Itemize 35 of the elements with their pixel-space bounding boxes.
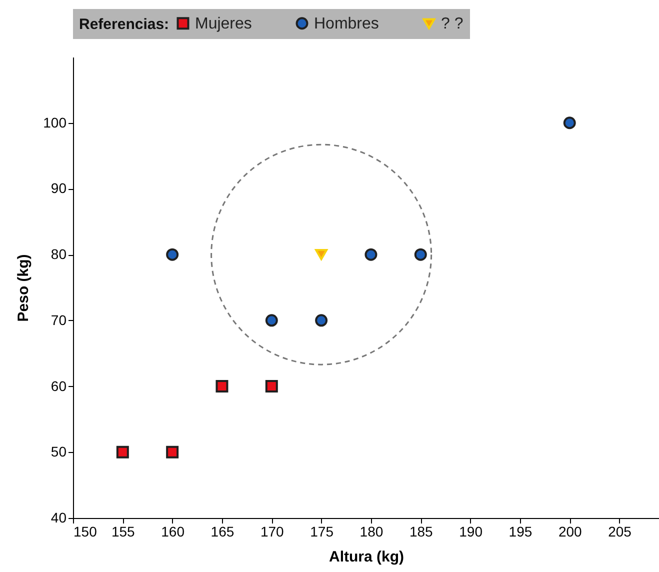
legend-label: Mujeres [195, 15, 252, 32]
x-tick-label: 195 [508, 524, 532, 540]
point [364, 248, 378, 261]
y-axis-title: Peso (kg) [15, 254, 32, 322]
x-tick-label: 200 [558, 524, 582, 540]
x-axis-title: Altura (kg) [329, 548, 404, 566]
y-tick-label: 70 [50, 312, 67, 328]
y-tick-label: 40 [50, 510, 67, 526]
legend-label: Hombres [314, 15, 379, 32]
x-tick-label: 190 [459, 524, 483, 540]
y-tick-label: 100 [43, 114, 67, 130]
point [216, 380, 228, 393]
point [414, 248, 427, 261]
point [265, 314, 278, 327]
point [265, 380, 278, 393]
point [166, 446, 179, 458]
y-tick-label: 60 [50, 378, 67, 394]
point [116, 446, 129, 458]
x-tick-label: 170 [260, 524, 284, 540]
x-tick-label: 180 [360, 524, 384, 540]
legend-label: ? ? [441, 16, 464, 33]
x-tick-label: 185 [409, 524, 434, 540]
x-tick-label: 205 [608, 524, 632, 540]
x-tick-label: 175 [310, 524, 334, 540]
legend-title: Referencias: [79, 16, 170, 33]
y-tick-label: 80 [50, 246, 67, 262]
y-tick-label: 50 [50, 444, 67, 460]
point [563, 116, 576, 130]
point [166, 248, 179, 261]
x-tick-label: 165 [210, 524, 234, 540]
x-tick-label: 160 [161, 524, 185, 540]
y-tick-label: 90 [50, 180, 67, 196]
x-tick-label: 150 [74, 524, 98, 540]
point [315, 314, 328, 327]
x-tick-label: 155 [111, 524, 136, 540]
